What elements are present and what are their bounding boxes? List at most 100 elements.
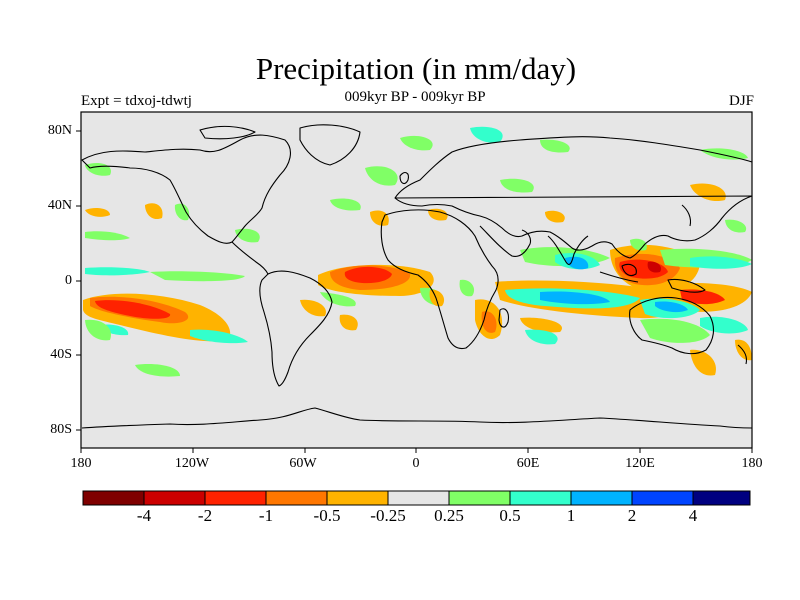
coast-indonesia-1 xyxy=(599,271,639,283)
lon-tick-180e: 180 xyxy=(741,456,763,471)
patch-arctic-green2 xyxy=(540,139,570,153)
colorbar-box-2 xyxy=(144,491,205,505)
coast-arabia xyxy=(479,225,532,257)
patch-sam-orange xyxy=(300,299,326,317)
patch-wpac-blue xyxy=(655,301,688,313)
patch-me-orange2 xyxy=(545,210,565,223)
lon-tick-120w: 120W xyxy=(174,456,210,471)
colorbar-label-5: -0.25 xyxy=(370,506,406,525)
patch-epac-green4 xyxy=(85,231,130,241)
colorbar-label-8: 1 xyxy=(566,506,576,525)
coast-antarctica xyxy=(81,407,753,429)
patch-io-cyan3 xyxy=(525,329,558,345)
coast-greenland xyxy=(299,124,361,166)
colorbar-box-10 xyxy=(632,491,693,505)
colorbar-label-4: -0.5 xyxy=(313,506,341,525)
coast-india xyxy=(547,235,589,265)
coast-madagascar xyxy=(498,308,509,328)
colorbar-box-8 xyxy=(510,491,571,505)
colorbar-box-4 xyxy=(266,491,327,505)
lon-tick-60e: 60E xyxy=(516,456,540,471)
lat-tick-80n: 80N xyxy=(47,123,72,138)
colorbar-label-1: -4 xyxy=(136,506,152,525)
patch-arctic-green xyxy=(400,135,433,151)
patch-arctic-green4 xyxy=(500,178,534,193)
coast-north-america xyxy=(81,134,291,244)
coast-eurasia xyxy=(394,136,753,259)
coast-japan xyxy=(681,204,692,227)
patch-atl-orange3 xyxy=(370,210,389,226)
colorbar xyxy=(82,490,751,506)
patch-epac-green2 xyxy=(85,319,111,341)
patch-epac-red xyxy=(95,300,171,319)
season-label: DJF xyxy=(728,93,754,109)
lat-tick-40s: 40S xyxy=(50,347,72,362)
colorbar-box-5 xyxy=(327,491,388,505)
colorbar-box-1 xyxy=(83,491,144,505)
lat-tick-80s: 80S xyxy=(50,422,72,437)
patch-npac-orange xyxy=(145,203,163,220)
colorbar-box-11 xyxy=(693,491,750,505)
lon-tick-180w: 180 xyxy=(70,456,92,471)
coast-australia xyxy=(629,296,715,355)
patch-me-orange xyxy=(428,208,448,221)
colorbar-box-9 xyxy=(571,491,632,505)
patch-aus-green xyxy=(640,318,710,343)
lat-tick-0: 0 xyxy=(65,273,72,288)
patch-af-green xyxy=(459,279,475,297)
patch-af-orange2 xyxy=(429,289,445,307)
colorbar-label-7: 0.5 xyxy=(499,506,521,525)
patch-atl-green xyxy=(320,292,356,307)
precip-patches xyxy=(83,126,752,377)
colorbar-box-6 xyxy=(388,491,449,505)
coast-new-zealand xyxy=(737,344,748,365)
patch-atl-red xyxy=(344,266,392,284)
patch-epac-cyan1 xyxy=(85,267,150,276)
patch-npac-green4 xyxy=(725,219,747,233)
patch-arctic-green3 xyxy=(700,148,748,160)
patch-epac-green3 xyxy=(135,364,180,377)
colorbar-outline xyxy=(82,490,751,506)
map-subtitle: 009kyr BP - 009kyr BP xyxy=(344,89,486,105)
patch-io-blue2 xyxy=(565,256,589,270)
experiment-label: Expt = tdxoj-tdwtj xyxy=(81,93,192,109)
patch-epac-cyan2 xyxy=(190,329,248,344)
patch-io-orange2 xyxy=(520,317,562,333)
coast-uk xyxy=(399,171,409,185)
patch-npac-green2 xyxy=(174,203,190,221)
patch-wpac-darkred xyxy=(647,261,662,273)
colorbar-label-6: 0.25 xyxy=(434,506,464,525)
patch-epac-green xyxy=(150,271,245,282)
patch-natl-green xyxy=(365,166,398,186)
patch-arctic-cyan xyxy=(470,126,503,143)
coast-central-america xyxy=(231,241,269,275)
lat-tick-40n: 40N xyxy=(47,198,72,213)
lon-tick-60w: 60W xyxy=(289,456,317,471)
coast-canada-islands xyxy=(199,125,256,140)
colorbar-box-3 xyxy=(205,491,266,505)
patch-io-blue xyxy=(540,291,610,305)
patch-aus-orange xyxy=(690,349,716,376)
colorbar-label-2: -2 xyxy=(197,506,213,525)
patch-wpac-red2 xyxy=(680,289,725,305)
patch-atl-green2 xyxy=(330,198,361,211)
colorbar-label-9: 2 xyxy=(627,506,637,525)
patch-wpac-cyan xyxy=(690,256,752,269)
patch-sam-orange2 xyxy=(339,314,358,331)
axis-ticks xyxy=(76,130,753,453)
patch-epac-orange3 xyxy=(85,207,110,217)
patch-af-red xyxy=(481,311,497,333)
lon-tick-0: 0 xyxy=(412,456,420,471)
coast-indonesia-2 xyxy=(621,263,637,277)
coastlines xyxy=(81,124,753,429)
coast-new-guinea xyxy=(667,278,706,293)
colorbar-label-3: -1 xyxy=(258,506,274,525)
patch-sam-green xyxy=(235,228,260,243)
lon-tick-120e: 120E xyxy=(625,456,655,471)
colorbar-box-7 xyxy=(449,491,510,505)
coast-south-america xyxy=(259,270,333,387)
coast-africa xyxy=(380,209,499,350)
map-title: Precipitation (in mm/day) xyxy=(255,51,577,86)
colorbar-label-10: 4 xyxy=(688,506,698,525)
